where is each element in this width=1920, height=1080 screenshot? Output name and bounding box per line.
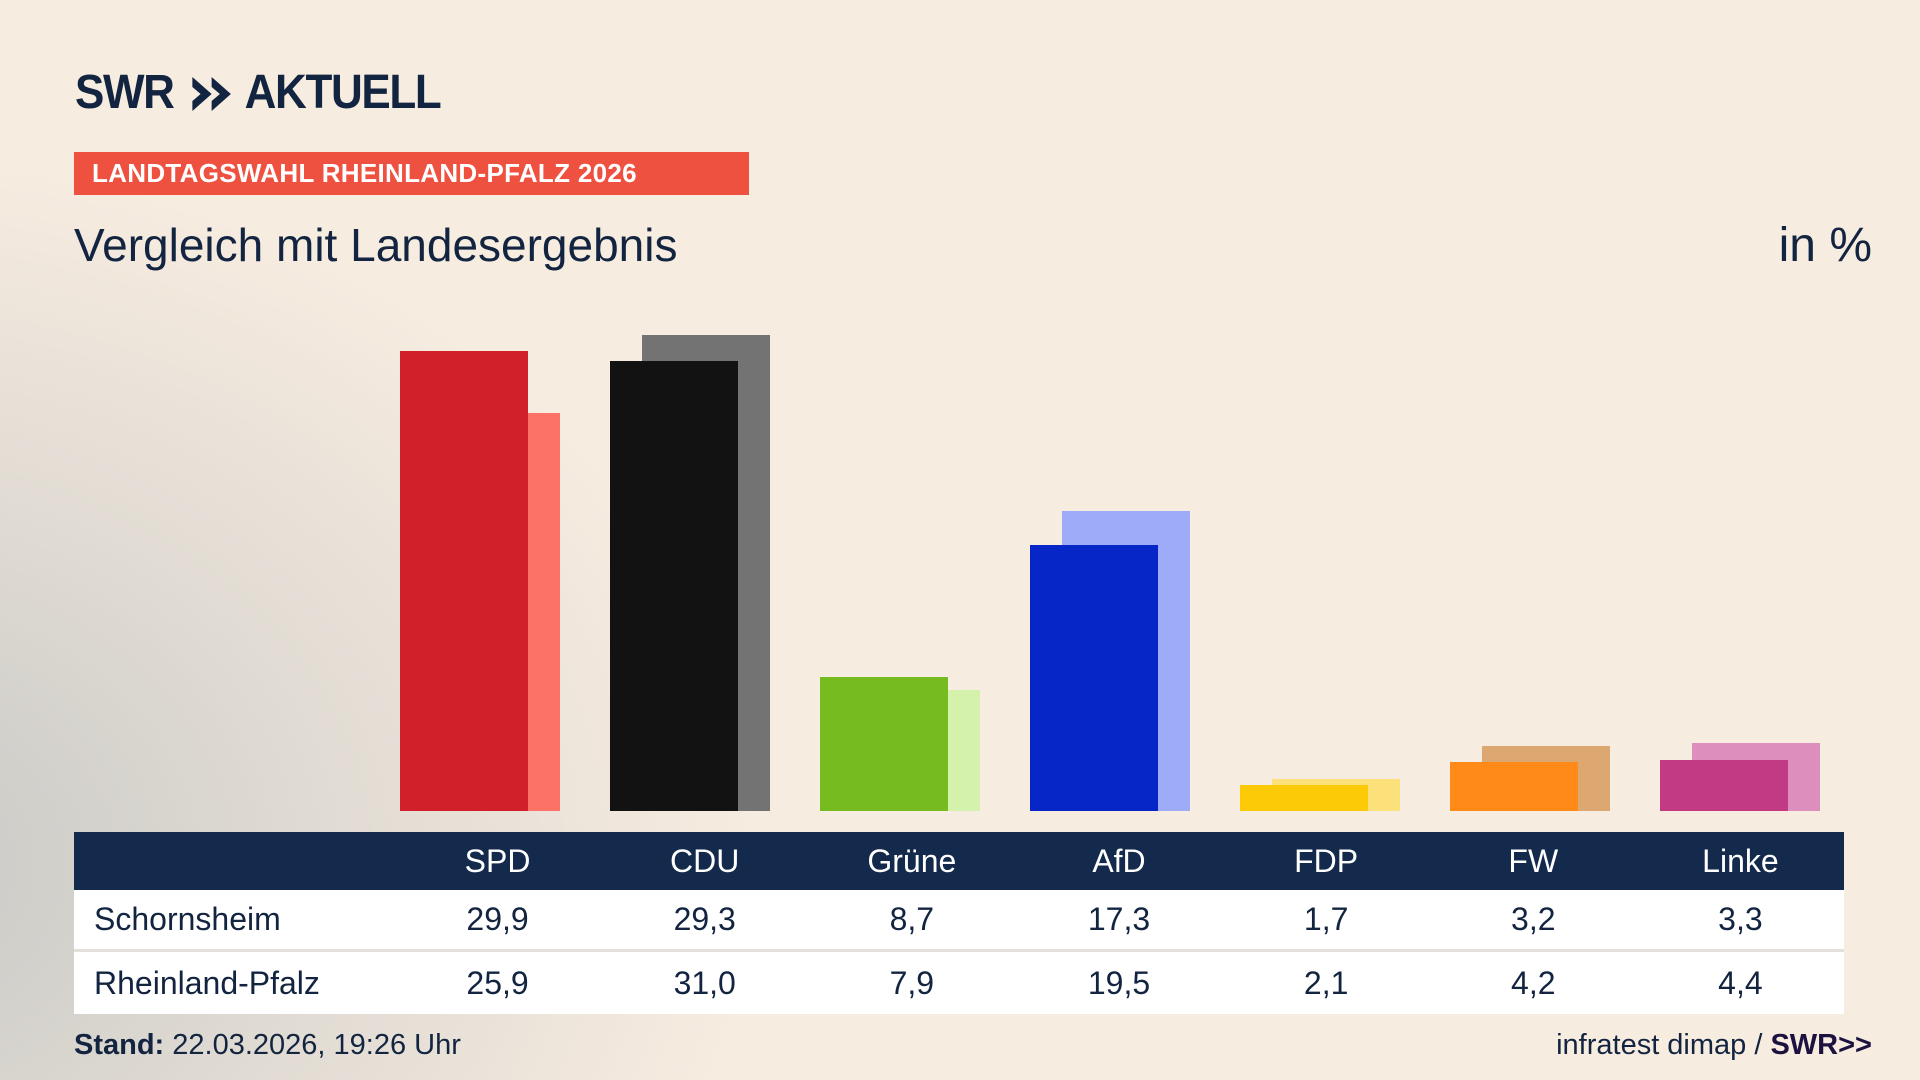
svg-text:AKTUELL: AKTUELL	[245, 68, 441, 118]
svg-text:SWR: SWR	[75, 68, 175, 118]
